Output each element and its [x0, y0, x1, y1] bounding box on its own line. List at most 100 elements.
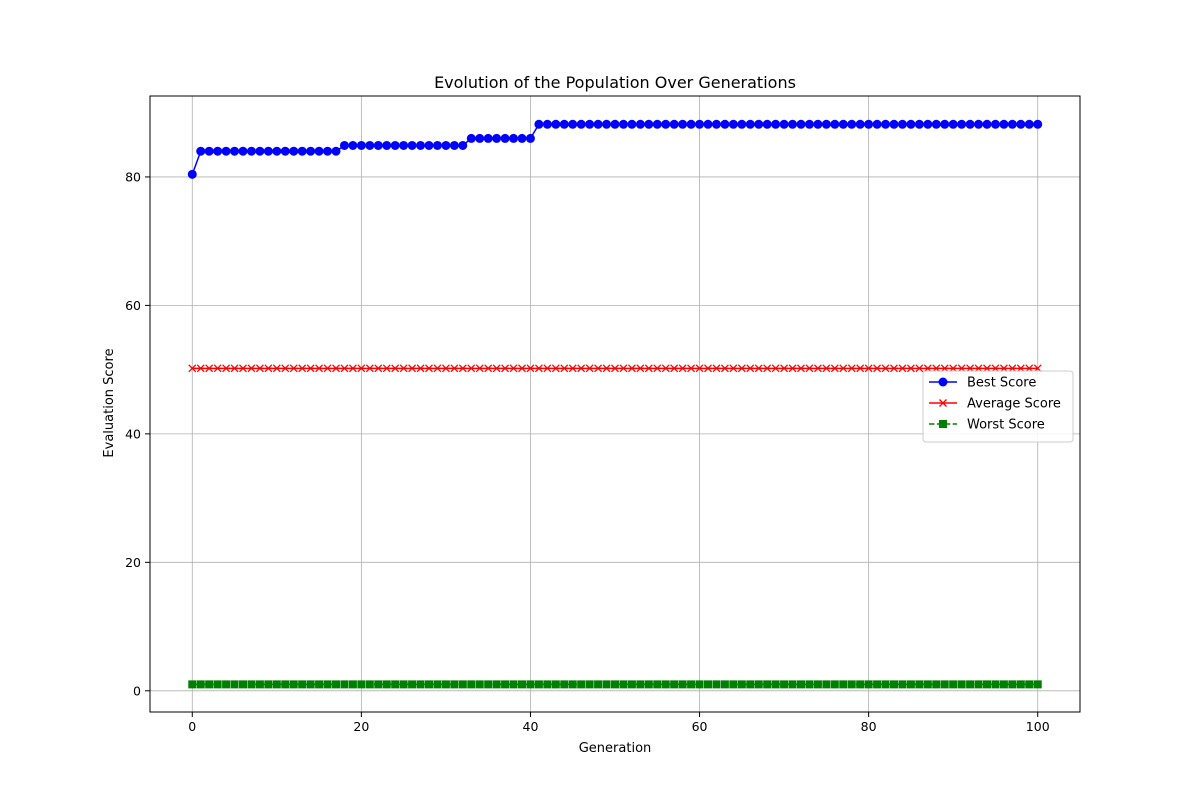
data-point: [635, 119, 645, 129]
data-point: [593, 119, 603, 129]
data-point: [805, 680, 814, 689]
data-point: [399, 140, 409, 150]
data-point: [213, 146, 223, 156]
data-point: [1016, 680, 1025, 689]
data-point: [543, 680, 552, 689]
data-point: [695, 680, 704, 689]
data-point: [365, 364, 374, 373]
data-point: [627, 119, 637, 129]
data-point: [576, 119, 586, 129]
x-tick-label: 100: [1026, 719, 1050, 734]
data-point: [940, 680, 949, 689]
data-point: [306, 364, 315, 373]
data-point: [602, 364, 611, 373]
data-point: [636, 364, 645, 373]
data-point: [559, 119, 569, 129]
data-point: [213, 680, 222, 689]
data-point: [636, 680, 645, 689]
chart-title: Evolution of the Population Over Generat…: [434, 73, 796, 92]
x-tick-label: 60: [692, 719, 708, 734]
data-point: [365, 140, 375, 150]
series-best-score: [187, 119, 1043, 179]
data-point: [1033, 119, 1043, 129]
data-point: [704, 680, 712, 689]
data-point: [492, 364, 501, 373]
data-point: [509, 364, 518, 373]
data-point: [729, 364, 738, 373]
data-point: [188, 364, 197, 373]
data-point: [897, 119, 907, 129]
y-tick-label: 40: [125, 426, 141, 441]
data-point: [365, 680, 374, 689]
data-point: [780, 364, 789, 373]
data-point: [737, 119, 747, 129]
data-point: [407, 140, 417, 150]
data-point: [856, 680, 865, 689]
data-point: [298, 364, 307, 373]
x-tick-label: 80: [861, 719, 877, 734]
data-point: [729, 680, 738, 689]
data-point: [323, 146, 333, 156]
data-point: [196, 146, 206, 156]
legend-label: Average Score: [967, 397, 1061, 412]
data-point: [568, 680, 577, 689]
data-point: [517, 133, 527, 143]
data-point: [416, 140, 426, 150]
data-point: [619, 680, 628, 689]
data-point: [804, 119, 814, 129]
data-point: [754, 119, 764, 129]
data-point: [822, 364, 831, 373]
data-point: [644, 364, 653, 373]
data-point: [990, 119, 1000, 129]
data-point: [475, 680, 484, 689]
data-point: [678, 680, 687, 689]
legend-entry: Average Score: [929, 397, 1061, 412]
data-point: [551, 364, 560, 373]
ticks: 0 20 40 60 80 100 0 20 40 60 80: [125, 169, 1050, 734]
data-point: [213, 364, 222, 373]
data-point: [264, 364, 273, 373]
data-point: [374, 364, 383, 373]
data-point: [720, 119, 730, 129]
plot-frame: [149, 95, 1081, 713]
data-point: [357, 680, 366, 689]
data-point: [306, 146, 316, 156]
data-point: [856, 364, 865, 373]
series-average-score: [188, 364, 1042, 373]
data-point: [188, 680, 197, 689]
data-point: [475, 133, 485, 143]
data-point: [594, 680, 603, 689]
data-point: [847, 119, 857, 129]
data-point: [458, 680, 467, 689]
data-point: [949, 680, 958, 689]
data-point: [484, 680, 493, 689]
data-point: [289, 146, 299, 156]
data-point: [948, 119, 958, 129]
data-point: [416, 680, 425, 689]
data-point: [534, 119, 544, 129]
data-point: [1008, 680, 1017, 689]
data-point: [720, 680, 729, 689]
data-point: [568, 119, 578, 129]
data-point: [923, 119, 933, 129]
data-point: [492, 680, 501, 689]
data-point: [340, 680, 349, 689]
data-point: [340, 364, 349, 373]
data-point: [542, 119, 552, 129]
data-point: [272, 680, 281, 689]
data-point: [560, 680, 569, 689]
data-point: [373, 140, 383, 150]
data-point: [602, 680, 611, 689]
data-point: [348, 680, 357, 689]
data-point: [754, 364, 763, 373]
data-point: [441, 364, 450, 373]
data-point: [771, 364, 780, 373]
data-point: [525, 133, 535, 143]
data-point: [839, 364, 848, 373]
data-point: [187, 169, 197, 179]
data-point: [551, 119, 561, 129]
data-point: [974, 119, 984, 129]
x-axis-label: Generation: [579, 741, 652, 756]
data-point: [433, 680, 442, 689]
data-point: [939, 420, 947, 428]
